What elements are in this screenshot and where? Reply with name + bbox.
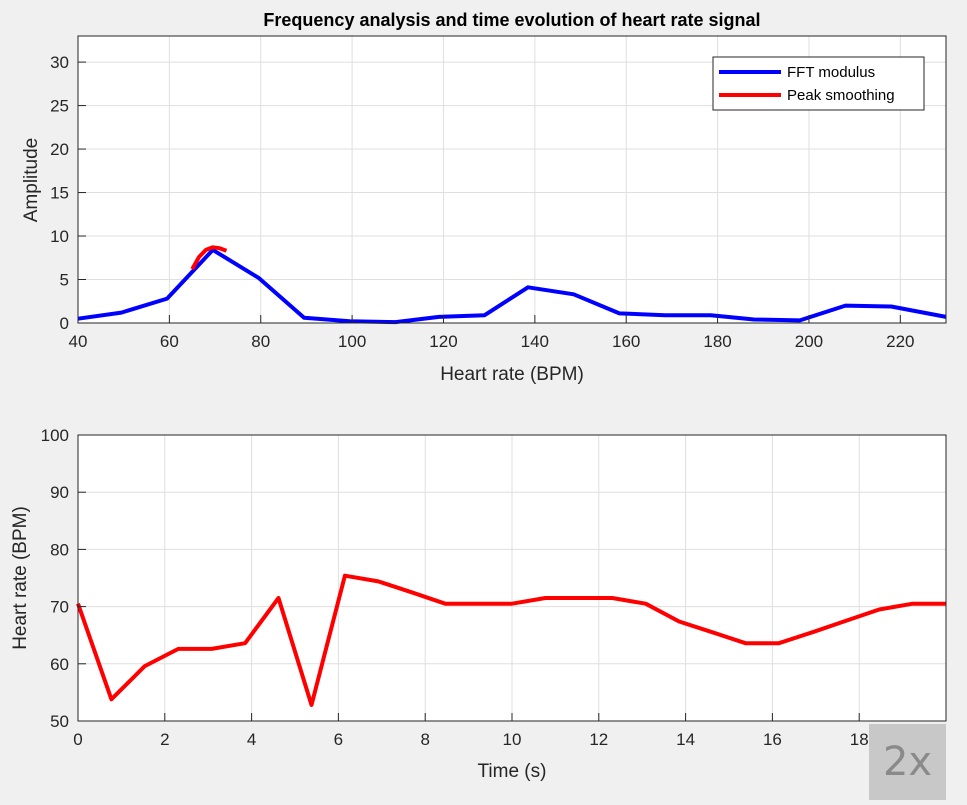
fft-xtick-label: 100: [338, 332, 366, 351]
fft-ytick-label: 20: [50, 140, 69, 159]
fft-series-line-1: [190, 245, 228, 271]
fft-ytick-label: 5: [60, 271, 69, 290]
fft-xtick-label: 140: [521, 332, 549, 351]
fft-xtick-label: 220: [886, 332, 914, 351]
fft-lines: [77, 245, 947, 325]
fft-ylabel: Amplitude: [21, 138, 42, 223]
fft-ticks: 40 60 80 100 120 140 160 180 200 220 0 5 10 15 20 25 30: [50, 53, 914, 351]
fft-ytick-label: 0: [60, 314, 69, 333]
fft-xtick-label: 160: [612, 332, 640, 351]
legend-label-fft: FFT modulus: [787, 64, 875, 81]
fft-ytick-label: 15: [50, 184, 69, 203]
hr-ytick-label: 70: [50, 598, 69, 617]
fft-axes-box: [77, 35, 947, 324]
hr-xtick-label: 12: [589, 730, 608, 749]
legend-label-peak: Peak smoothing: [787, 87, 895, 104]
hr-lines: [76, 573, 946, 707]
fft-xtick-label: 200: [795, 332, 823, 351]
fft-xtick-label: 40: [69, 332, 88, 351]
fft-xtick-label: 120: [429, 332, 457, 351]
fft-ytick-label: 30: [50, 53, 69, 72]
hr-xtick-label: 14: [676, 730, 695, 749]
hr-ytick-label: 80: [50, 540, 69, 559]
hr-xtick-label: 18: [850, 730, 869, 749]
figure-title: Frequency analysis and time evolution of…: [263, 10, 760, 30]
fft-axes: 40 60 80 100 120 140 160 180 200 220051015202530 …: [21, 35, 947, 385]
fft-ytick-label: 25: [50, 97, 69, 116]
hr-xtick-label: 2: [160, 730, 169, 749]
fft-xtick-label: 80: [251, 332, 270, 351]
hr-xtick-label: 0: [73, 730, 82, 749]
hr-ylabel: Heart rate (BPM): [10, 506, 31, 650]
hr-ytick-label: 100: [41, 426, 69, 445]
hr-xlabel: Time (s): [478, 761, 547, 782]
heart-rate-axes: 0 2 4 6 8 10 12 14 16 18 50 60 70 80 90 100 Time (s) He…: [10, 426, 947, 782]
fft-xlabel: Heart rate (BPM): [440, 364, 584, 385]
fft-legend: FFT modulus Peak smoothing: [712, 56, 925, 111]
hr-xtick-label: 8: [420, 730, 429, 749]
hr-ytick-label: 60: [50, 655, 69, 674]
hr-xtick-label: 10: [503, 730, 522, 749]
fft-series-line-0: [77, 247, 947, 325]
hr-ytick-label: 90: [50, 483, 69, 502]
hr-xtick-label: 6: [334, 730, 343, 749]
hr-ytick-label: 50: [50, 712, 69, 731]
hr-ticks: 0 2 4 6 8 10 12 14 16 18 50 60 70 80 90 100: [41, 426, 869, 749]
hr-xtick-label: 4: [247, 730, 256, 749]
fft-xtick-label: 180: [703, 332, 731, 351]
playback-speed-badge[interactable]: 2x: [869, 724, 946, 800]
fft-ytick-label: 10: [50, 227, 69, 246]
fft-xtick-label: 60: [160, 332, 179, 351]
hr-series-line-0: [76, 573, 946, 707]
hr-xtick-label: 16: [763, 730, 782, 749]
legend-box: [712, 56, 925, 111]
